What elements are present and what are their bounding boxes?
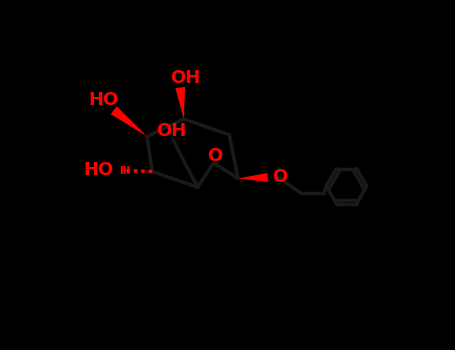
Text: O: O bbox=[207, 147, 223, 165]
Text: HO: HO bbox=[84, 161, 114, 180]
Text: OH: OH bbox=[157, 122, 187, 140]
Text: HO: HO bbox=[88, 91, 118, 109]
Polygon shape bbox=[175, 87, 185, 119]
Text: O: O bbox=[272, 168, 287, 187]
Text: OH: OH bbox=[170, 69, 201, 87]
Polygon shape bbox=[238, 173, 268, 182]
Polygon shape bbox=[111, 106, 147, 136]
Text: lll: lll bbox=[119, 166, 130, 176]
